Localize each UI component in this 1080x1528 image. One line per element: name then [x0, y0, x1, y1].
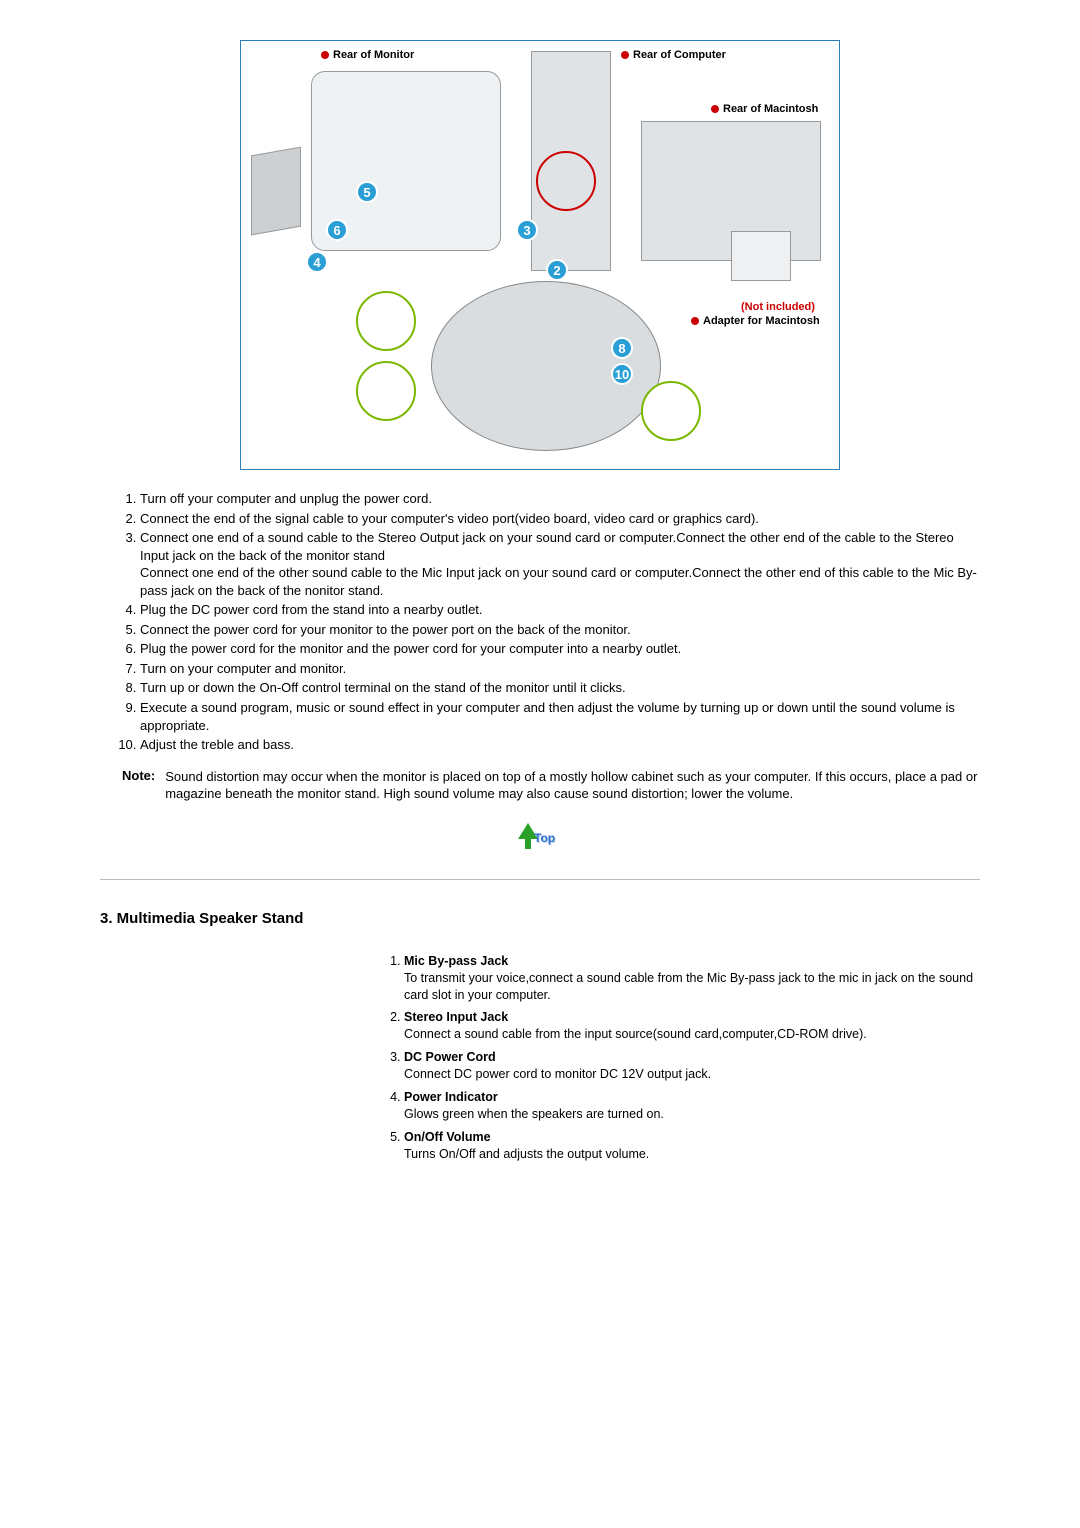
- label-adapter-mac: Adapter for Macintosh: [691, 315, 820, 327]
- step-9: Execute a sound program, music or sound …: [140, 699, 980, 734]
- speaker-feature-list: Mic By-pass Jack To transmit your voice,…: [380, 953, 980, 1169]
- connection-diagram: Rear of Monitor Rear of Computer Rear of…: [240, 40, 840, 470]
- note-block: Note: Sound distortion may occur when th…: [100, 768, 980, 803]
- callout-6: 6: [326, 219, 348, 241]
- speaker-item-4: Power Indicator Glows green when the spe…: [404, 1089, 980, 1123]
- step-7: Turn on your computer and monitor.: [140, 660, 980, 678]
- speaker-diagram-placeholder: [100, 953, 360, 1169]
- speaker-item-2: Stereo Input Jack Connect a sound cable …: [404, 1009, 980, 1043]
- note-text: Sound distortion may occur when the moni…: [165, 768, 980, 803]
- back-to-top-link[interactable]: Top: [516, 823, 564, 863]
- callout-10: 10: [611, 363, 633, 385]
- callout-4: 4: [306, 251, 328, 273]
- step-6: Plug the power cord for the monitor and …: [140, 640, 980, 658]
- speaker-item-3: DC Power Cord Connect DC power cord to m…: [404, 1049, 980, 1083]
- speaker-item-5: On/Off Volume Turns On/Off and adjusts t…: [404, 1129, 980, 1163]
- label-rear-monitor: Rear of Monitor: [321, 49, 414, 61]
- step-1: Turn off your computer and unplug the po…: [140, 490, 980, 508]
- step-4: Plug the DC power cord from the stand in…: [140, 601, 980, 619]
- top-icon-label: Top: [534, 831, 555, 845]
- callout-3: 3: [516, 219, 538, 241]
- step-8: Turn up or down the On-Off control termi…: [140, 679, 980, 697]
- note-label: Note:: [122, 768, 155, 803]
- label-not-included: (Not included): [741, 301, 815, 313]
- step-3: Connect one end of a sound cable to the …: [140, 529, 980, 599]
- label-rear-computer: Rear of Computer: [621, 49, 726, 61]
- callout-2: 2: [546, 259, 568, 281]
- callout-8: 8: [611, 337, 633, 359]
- instruction-list: Turn off your computer and unplug the po…: [100, 490, 980, 754]
- step-10: Adjust the treble and bass.: [140, 736, 980, 754]
- speaker-item-1: Mic By-pass Jack To transmit your voice,…: [404, 953, 980, 1004]
- section-heading: 3. Multimedia Speaker Stand: [100, 910, 980, 927]
- step-5: Connect the power cord for your monitor …: [140, 621, 980, 639]
- label-rear-mac: Rear of Macintosh: [711, 103, 818, 115]
- step-2: Connect the end of the signal cable to y…: [140, 510, 980, 528]
- callout-5: 5: [356, 181, 378, 203]
- section-divider: [100, 879, 980, 880]
